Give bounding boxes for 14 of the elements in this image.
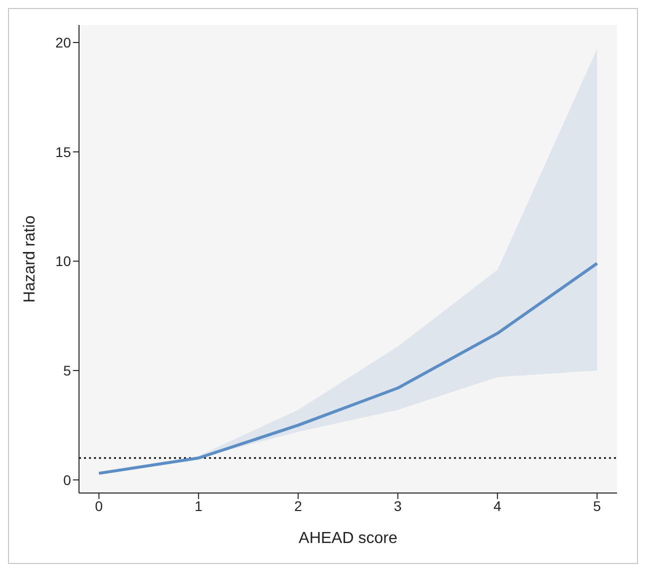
x-tick-label: 5 [593, 498, 602, 514]
x-tick-label: 2 [294, 498, 302, 514]
y-tick-label: 15 [55, 144, 72, 160]
x-tick-label: 3 [394, 498, 402, 514]
y-tick-label: 0 [63, 472, 72, 488]
y-tick-label: 5 [63, 362, 72, 379]
line-series [97, 262, 599, 475]
y-tick-label: 10 [55, 253, 72, 270]
x-tick-label: 1 [194, 498, 203, 514]
x-axis-title: AHEAD score [298, 530, 398, 547]
x-tick-label: 0 [95, 498, 104, 514]
x-tick-label: 4 [494, 498, 502, 514]
y-axis-title: Hazard ratio [22, 215, 39, 303]
y-tick-label: 20 [55, 34, 72, 50]
